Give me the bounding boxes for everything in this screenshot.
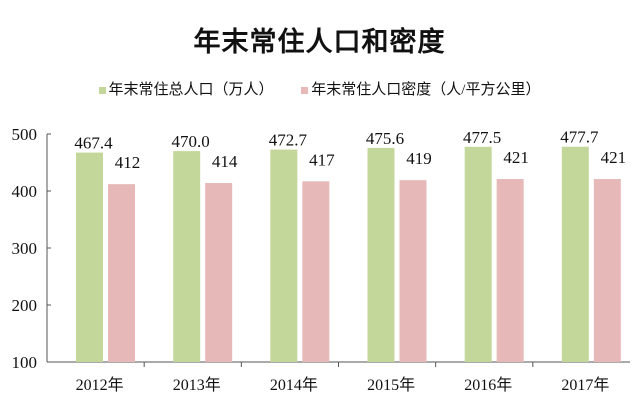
bar xyxy=(108,184,135,362)
bar xyxy=(205,183,233,362)
data-label: 475.6 xyxy=(366,129,404,148)
bar xyxy=(464,146,492,362)
x-tick-label: 2015年 xyxy=(367,376,415,394)
bar xyxy=(561,146,589,362)
y-tick-label: 400 xyxy=(12,182,38,201)
bar xyxy=(593,179,621,362)
x-tick-label: 2014年 xyxy=(270,376,318,394)
y-tick-label: 200 xyxy=(12,296,38,315)
y-tick-label: 300 xyxy=(12,239,38,258)
chart-title: 年末常住人口和密度 xyxy=(193,27,446,57)
data-label: 412 xyxy=(115,153,141,172)
data-label: 467.4 xyxy=(74,134,113,153)
data-label: 472.7 xyxy=(269,131,308,150)
bar xyxy=(399,180,427,362)
bar xyxy=(76,152,103,362)
x-tick-label: 2016年 xyxy=(464,376,512,394)
bar xyxy=(270,149,298,362)
x-tick-label: 2012年 xyxy=(76,376,124,394)
data-label: 477.7 xyxy=(560,128,599,147)
legend-swatch-density xyxy=(301,87,309,95)
bar xyxy=(173,151,201,362)
data-label: 417 xyxy=(309,150,335,169)
legend-swatch-population xyxy=(98,87,106,95)
legend-label-population: 年末常住总人口（万人） xyxy=(108,82,274,98)
data-label: 419 xyxy=(406,149,432,168)
data-label: 470.0 xyxy=(172,132,210,151)
legend: 年末常住总人口（万人） 年末常住人口密度（人/平方公里） xyxy=(0,78,639,99)
y-tick-label: 100 xyxy=(12,353,38,372)
legend-item-density: 年末常住人口密度（人/平方公里） xyxy=(301,78,540,99)
data-label: 421 xyxy=(601,148,627,167)
data-label: 421 xyxy=(503,148,529,167)
y-tick-label: 500 xyxy=(12,125,38,144)
x-tick-label: 2013年 xyxy=(173,376,221,394)
legend-item-population: 年末常住总人口（万人） xyxy=(98,78,274,99)
bar xyxy=(302,181,330,362)
bar xyxy=(367,147,395,362)
bar xyxy=(496,179,524,362)
legend-label-density: 年末常住人口密度（人/平方公里） xyxy=(311,82,541,98)
data-label: 477.5 xyxy=(463,128,501,147)
x-tick-label: 2017年 xyxy=(561,376,609,394)
data-label: 414 xyxy=(212,152,238,171)
